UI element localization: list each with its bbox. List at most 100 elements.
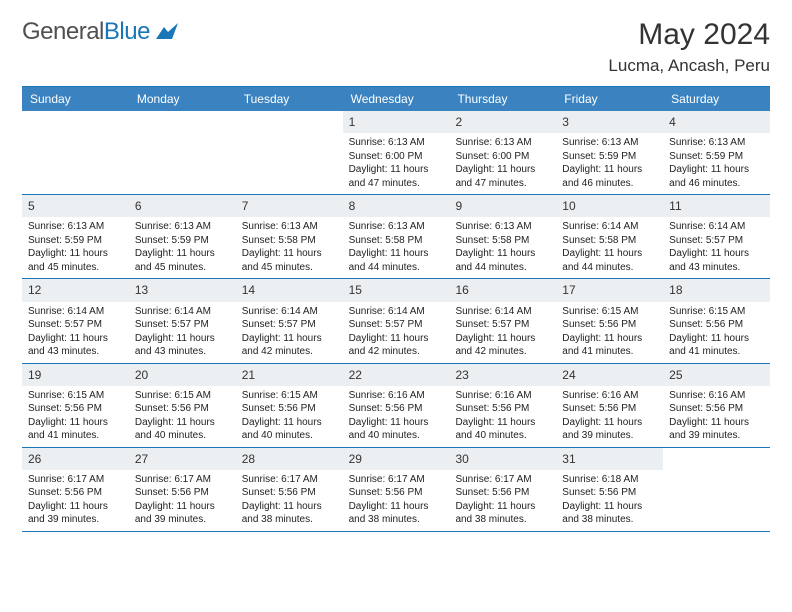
day-body: Sunrise: 6:15 AMSunset: 5:56 PMDaylight:… — [663, 305, 770, 359]
day-cell: 19Sunrise: 6:15 AMSunset: 5:56 PMDayligh… — [22, 364, 129, 447]
day-number: 9 — [449, 195, 556, 217]
day-number: 19 — [22, 364, 129, 386]
daylight-line: Daylight: 11 hours and 46 minutes. — [669, 163, 764, 190]
sunset-line: Sunset: 5:57 PM — [455, 318, 550, 332]
sunset-line: Sunset: 5:56 PM — [455, 486, 550, 500]
day-number-empty — [236, 111, 343, 133]
sunset-line: Sunset: 6:00 PM — [349, 150, 444, 164]
sunrise-line: Sunrise: 6:13 AM — [28, 220, 123, 234]
day-number: 20 — [129, 364, 236, 386]
day-cell — [663, 448, 770, 531]
sunrise-line: Sunrise: 6:15 AM — [669, 305, 764, 319]
sunrise-line: Sunrise: 6:16 AM — [562, 389, 657, 403]
day-body: Sunrise: 6:16 AMSunset: 5:56 PMDaylight:… — [663, 389, 770, 443]
day-body: Sunrise: 6:13 AMSunset: 5:58 PMDaylight:… — [449, 220, 556, 274]
day-cell: 1Sunrise: 6:13 AMSunset: 6:00 PMDaylight… — [343, 111, 450, 194]
logo-word-2: Blue — [104, 18, 150, 45]
day-body: Sunrise: 6:14 AMSunset: 5:57 PMDaylight:… — [22, 305, 129, 359]
daylight-line: Daylight: 11 hours and 40 minutes. — [242, 416, 337, 443]
day-cell: 13 Sunrise: 6:14 AMSunset: 5:57 PMDayligh… — [129, 279, 236, 362]
day-cell: 3Sunrise: 6:13 AMSunset: 5:59 PMDaylight… — [556, 111, 663, 194]
sunset-line: Sunset: 6:00 PM — [455, 150, 550, 164]
calendar: SundayMondayTuesdayWednesdayThursdayFrid… — [22, 86, 770, 532]
day-number: 4 — [663, 111, 770, 133]
day-cell: 2Sunrise: 6:13 AMSunset: 6:00 PMDaylight… — [449, 111, 556, 194]
day-body: Sunrise: 6:13 AMSunset: 5:58 PMDaylight:… — [236, 220, 343, 274]
day-number: 18 — [663, 279, 770, 301]
sunset-line: Sunset: 5:56 PM — [349, 486, 444, 500]
day-cell: 7 Sunrise: 6:13 AMSunset: 5:58 PMDaylight… — [236, 195, 343, 278]
day-body: Sunrise: 6:17 AMSunset: 5:56 PMDaylight:… — [449, 473, 556, 527]
day-cell: 5Sunrise: 6:13 AMSunset: 5:59 PMDaylight… — [22, 195, 129, 278]
day-number: 7 — [236, 195, 343, 217]
day-number: 29 — [343, 448, 450, 470]
day-body: Sunrise: 6:14 AMSunset: 5:58 PMDaylight:… — [556, 220, 663, 274]
daylight-line: Daylight: 11 hours and 47 minutes. — [349, 163, 444, 190]
day-cell: 14Sunrise: 6:14 AMSunset: 5:57 PMDayligh… — [236, 279, 343, 362]
day-number: 27 — [129, 448, 236, 470]
location-label: Lucma, Ancash, Peru — [608, 56, 770, 76]
sunset-line: Sunset: 5:56 PM — [669, 318, 764, 332]
daylight-line: Daylight: 11 hours and 42 minutes. — [349, 332, 444, 359]
day-body: Sunrise: 6:13 AMSunset: 6:00 PMDaylight:… — [343, 136, 450, 190]
sunset-line: Sunset: 5:57 PM — [242, 318, 337, 332]
sunset-line: Sunset: 5:57 PM — [135, 318, 230, 332]
sunrise-line: Sunrise: 6:17 AM — [135, 473, 230, 487]
sunrise-line: Sunrise: 6:13 AM — [562, 136, 657, 150]
sunset-line: Sunset: 5:56 PM — [669, 402, 764, 416]
daylight-line: Daylight: 11 hours and 47 minutes. — [455, 163, 550, 190]
sunrise-line: Sunrise: 6:13 AM — [455, 136, 550, 150]
day-cell: 31Sunrise: 6:18 AMSunset: 5:56 PMDayligh… — [556, 448, 663, 531]
sunset-line: Sunset: 5:57 PM — [349, 318, 444, 332]
day-cell — [22, 111, 129, 194]
logo: GeneralBlue — [22, 18, 178, 46]
day-cell: 16 Sunrise: 6:14 AMSunset: 5:57 PMDayligh… — [449, 279, 556, 362]
day-number: 28 — [236, 448, 343, 470]
day-body: Sunrise: 6:16 AMSunset: 5:56 PMDaylight:… — [343, 389, 450, 443]
day-number: 11 — [663, 195, 770, 217]
sunset-line: Sunset: 5:58 PM — [242, 234, 337, 248]
sunrise-line: Sunrise: 6:15 AM — [242, 389, 337, 403]
day-body: Sunrise: 6:15 AMSunset: 5:56 PMDaylight:… — [129, 389, 236, 443]
day-body: Sunrise: 6:17 AMSunset: 5:56 PMDaylight:… — [129, 473, 236, 527]
day-cell — [236, 111, 343, 194]
sunrise-line: Sunrise: 6:16 AM — [349, 389, 444, 403]
weekday-header: Sunday — [22, 87, 129, 111]
daylight-line: Daylight: 11 hours and 38 minutes. — [562, 500, 657, 527]
day-cell: 10Sunrise: 6:14 AMSunset: 5:58 PMDayligh… — [556, 195, 663, 278]
logo-icon — [156, 21, 178, 44]
sunrise-line: Sunrise: 6:17 AM — [28, 473, 123, 487]
sunset-line: Sunset: 5:58 PM — [455, 234, 550, 248]
daylight-line: Daylight: 11 hours and 42 minutes. — [455, 332, 550, 359]
day-cell: 9 Sunrise: 6:13 AMSunset: 5:58 PMDaylight… — [449, 195, 556, 278]
day-body: Sunrise: 6:15 AMSunset: 5:56 PMDaylight:… — [556, 305, 663, 359]
daylight-line: Daylight: 11 hours and 39 minutes. — [669, 416, 764, 443]
sunrise-line: Sunrise: 6:15 AM — [28, 389, 123, 403]
weekday-header: Monday — [129, 87, 236, 111]
sunrise-line: Sunrise: 6:16 AM — [669, 389, 764, 403]
sunrise-line: Sunrise: 6:15 AM — [562, 305, 657, 319]
day-cell: 21Sunrise: 6:15 AMSunset: 5:56 PMDayligh… — [236, 364, 343, 447]
day-body: Sunrise: 6:18 AMSunset: 5:56 PMDaylight:… — [556, 473, 663, 527]
day-number: 13 — [129, 279, 236, 301]
day-cell: 6Sunrise: 6:13 AMSunset: 5:59 PMDaylight… — [129, 195, 236, 278]
logo-text: GeneralBlue — [22, 18, 150, 46]
day-body: Sunrise: 6:14 AMSunset: 5:57 PMDaylight:… — [449, 305, 556, 359]
sunset-line: Sunset: 5:56 PM — [562, 486, 657, 500]
day-body: Sunrise: 6:14 AMSunset: 5:57 PMDaylight:… — [129, 305, 236, 359]
day-number: 30 — [449, 448, 556, 470]
day-body: Sunrise: 6:15 AMSunset: 5:56 PMDaylight:… — [236, 389, 343, 443]
sunset-line: Sunset: 5:56 PM — [349, 402, 444, 416]
day-cell: 26Sunrise: 6:17 AMSunset: 5:56 PMDayligh… — [22, 448, 129, 531]
day-body: Sunrise: 6:14 AMSunset: 5:57 PMDaylight:… — [343, 305, 450, 359]
daylight-line: Daylight: 11 hours and 41 minutes. — [28, 416, 123, 443]
day-cell: 24Sunrise: 6:16 AMSunset: 5:56 PMDayligh… — [556, 364, 663, 447]
day-body: Sunrise: 6:17 AMSunset: 5:56 PMDaylight:… — [22, 473, 129, 527]
day-number: 8 — [343, 195, 450, 217]
weekday-header-row: SundayMondayTuesdayWednesdayThursdayFrid… — [22, 87, 770, 111]
day-cell: 27 Sunrise: 6:17 AMSunset: 5:56 PMDayligh… — [129, 448, 236, 531]
daylight-line: Daylight: 11 hours and 38 minutes. — [455, 500, 550, 527]
day-number: 23 — [449, 364, 556, 386]
day-number: 16 — [449, 279, 556, 301]
header-bar: GeneralBlue May 2024 Lucma, Ancash, Peru — [22, 18, 770, 76]
